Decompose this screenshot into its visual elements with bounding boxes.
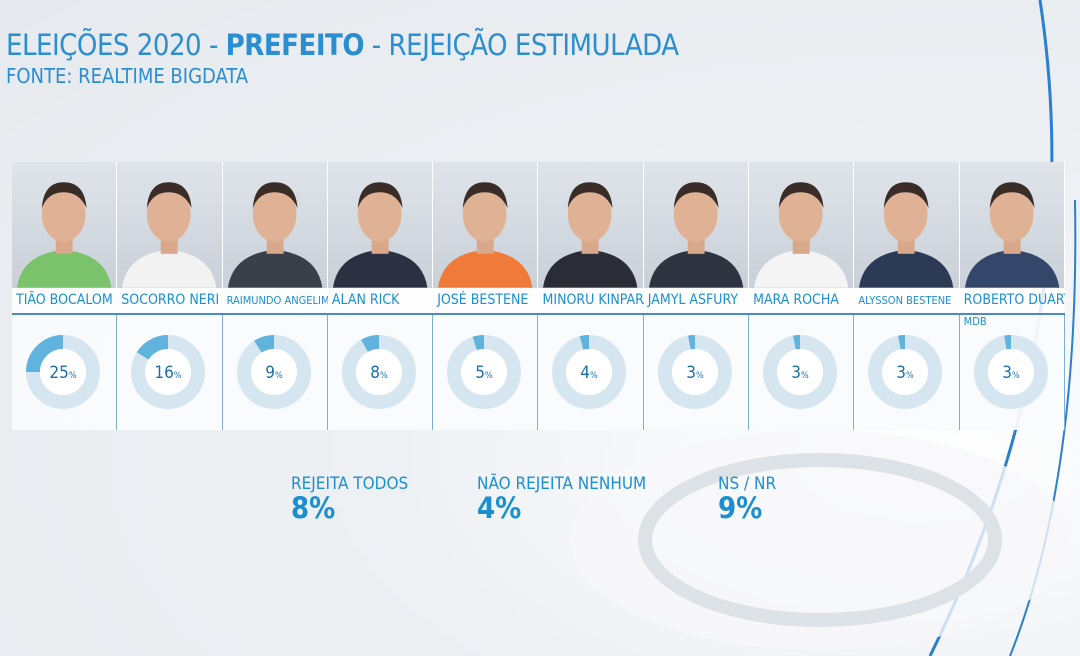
candidate-column: ROBERTO DUARTE MDB 3% — [959, 162, 1065, 430]
summary-label: NÃO REJEITA NENHUM — [477, 474, 647, 494]
candidate-column: SOCORRO NERI 16% — [117, 162, 223, 430]
candidate-column: MINORU KINPARA 4% — [538, 162, 644, 430]
person-portrait-icon — [16, 182, 112, 288]
donut-value-label: 8% — [370, 363, 388, 383]
candidate-name: SOCORRO NERI — [117, 288, 223, 315]
person-portrait-icon — [543, 182, 638, 288]
source-label: FONTE: REALTIME BIGDATA — [6, 64, 249, 88]
donut-chart: 3% — [657, 335, 732, 409]
rejection-cell: 3% — [749, 315, 855, 430]
summary-value: 9% — [718, 491, 763, 525]
candidate-column: MARA ROCHA 3% — [749, 162, 855, 430]
donut-value-arc — [1003, 335, 1011, 350]
person-portrait-icon — [438, 182, 533, 288]
person-portrait-icon — [122, 182, 217, 288]
donut-value-arc — [472, 335, 485, 351]
candidate-name: ALAN RICK — [327, 288, 434, 315]
rejection-cell: MDB 3% — [959, 315, 1065, 430]
donut-value-label: 5% — [475, 363, 493, 383]
candidate-name: MARA ROCHA — [749, 288, 855, 315]
donut-chart: 8% — [341, 335, 416, 409]
donut-value-arc — [580, 335, 590, 350]
donut-value-arc — [253, 335, 275, 353]
donut-chart: 16% — [131, 335, 206, 409]
donut-value-label: 4% — [581, 363, 599, 383]
candidate-name: ROBERTO DUARTE — [959, 288, 1065, 315]
candidate-column: RAIMUNDO ANGELIM 9% — [222, 162, 328, 430]
donut-value-label: 25% — [49, 363, 76, 383]
summary-value: 8% — [291, 491, 336, 525]
candidate-name: ALYSSON BESTENE — [854, 288, 960, 315]
candidate-name: RAIMUNDO ANGELIM — [222, 288, 328, 315]
donut-value-label: 9% — [265, 363, 283, 383]
rejection-cell: 3% — [643, 315, 750, 430]
donut-value-arc — [793, 335, 801, 350]
page-title: ELEIÇÕES 2020 - PREFEITO - REJEIÇÃO ESTI… — [6, 28, 679, 62]
donut-value-label: 3% — [686, 363, 704, 383]
rejection-cell: 3% — [854, 315, 960, 430]
candidate-photo — [643, 162, 750, 288]
rejection-cell: 25% — [12, 315, 118, 430]
candidate-name: TIÃO BOCALOM — [12, 288, 118, 315]
donut-value-arc — [137, 335, 169, 361]
rejection-cell: 8% — [327, 315, 434, 430]
donut-value-arc — [26, 335, 64, 373]
summary-value: 4% — [477, 491, 522, 525]
person-portrait-icon — [332, 182, 428, 288]
rejection-cell: 5% — [433, 315, 539, 430]
donut-value-label: 3% — [897, 363, 915, 383]
donut-chart: 3% — [868, 335, 943, 409]
candidate-grid: TIÃO BOCALOM 25% SOCORRO NERI 16% — [12, 162, 1065, 430]
candidate-photo — [959, 162, 1065, 288]
donut-value-arc — [361, 335, 380, 353]
summary-ns-nr: NS / NR 9% — [718, 474, 777, 525]
donut-value-arc — [898, 335, 906, 350]
candidate-photo — [117, 162, 223, 288]
donut-chart: 3% — [763, 335, 838, 409]
rejection-cell: 4% — [538, 315, 644, 430]
candidate-photo — [854, 162, 960, 288]
donut-chart: 9% — [236, 335, 311, 409]
person-portrait-icon — [648, 182, 744, 288]
donut-chart: 25% — [26, 335, 100, 409]
summary-label: NS / NR — [718, 474, 777, 494]
candidate-column: JOSÉ BESTENE 5% — [433, 162, 539, 430]
donut-chart: 4% — [552, 335, 627, 409]
candidate-name: MINORU KINPARA — [538, 288, 644, 315]
donut-value-label: 3% — [791, 363, 809, 383]
rejection-cell: 16% — [117, 315, 223, 430]
person-portrait-icon — [964, 182, 1060, 288]
candidate-photo — [222, 162, 328, 288]
person-portrait-icon — [227, 182, 322, 288]
donut-value-label: 3% — [1002, 363, 1020, 383]
summary-nao-rejeita-nenhum: NÃO REJEITA NENHUM 4% — [477, 474, 647, 525]
donut-chart: 5% — [447, 335, 522, 409]
candidate-photo — [12, 162, 118, 288]
person-portrait-icon — [859, 182, 954, 288]
candidate-photo — [749, 162, 855, 288]
candidate-column: JAMYL ASFURY 3% — [643, 162, 750, 430]
summary-rejeita-todos: REJEITA TODOS 8% — [291, 474, 409, 525]
candidate-name: JAMYL ASFURY — [643, 288, 750, 315]
summary-label: REJEITA TODOS — [291, 474, 409, 494]
candidate-photo — [327, 162, 434, 288]
donut-value-label: 16% — [155, 363, 182, 383]
candidate-photo — [538, 162, 644, 288]
candidate-name: JOSÉ BESTENE — [433, 288, 539, 315]
candidate-photo — [433, 162, 539, 288]
candidate-column: TIÃO BOCALOM 25% — [12, 162, 118, 430]
candidate-column: ALYSSON BESTENE 3% — [854, 162, 960, 430]
person-portrait-icon — [754, 182, 849, 288]
candidate-column: ALAN RICK 8% — [327, 162, 434, 430]
party-label: MDB — [963, 315, 987, 328]
donut-chart: 3% — [973, 335, 1048, 409]
donut-value-arc — [687, 335, 695, 350]
rejection-cell: 9% — [222, 315, 328, 430]
